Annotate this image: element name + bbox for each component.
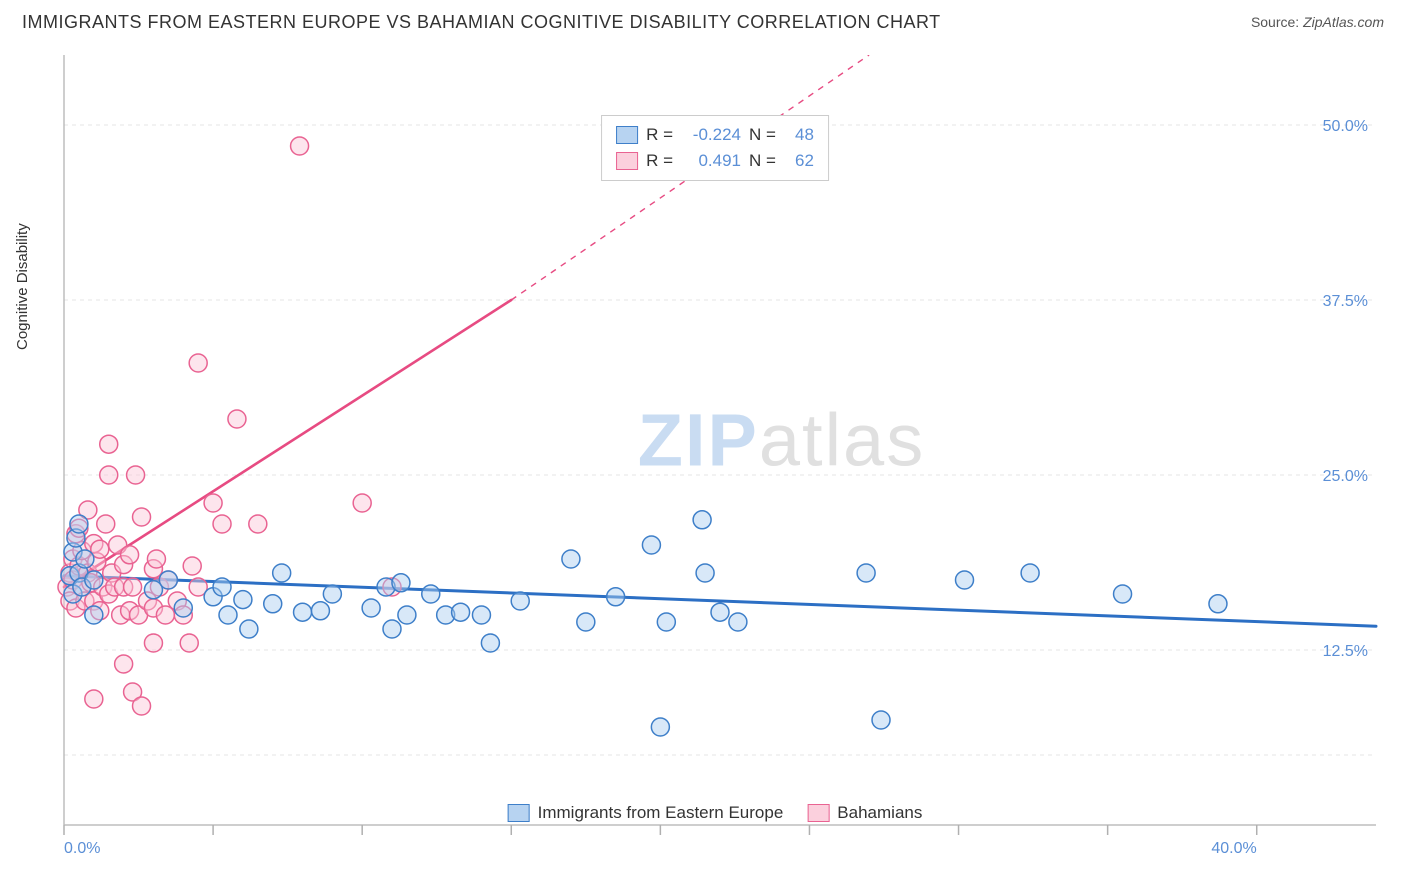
svg-text:37.5%: 37.5% [1323,293,1368,310]
legend-r-value-0: -0.224 [681,125,741,145]
legend-bottom-item-0: Immigrants from Eastern Europe [508,803,784,823]
svg-text:25.0%: 25.0% [1323,468,1368,485]
source-attribution: Source: ZipAtlas.com [1251,14,1384,30]
svg-text:50.0%: 50.0% [1323,118,1368,135]
legend-top-row-0: R = -0.224 N = 48 [616,122,814,148]
legend-swatch-1 [616,152,638,170]
legend-bottom-item-1: Bahamians [807,803,922,823]
legend-top: R = -0.224 N = 48 R = 0.491 N = 62 [601,115,829,181]
svg-text:12.5%: 12.5% [1323,643,1368,660]
legend-r-value-1: 0.491 [681,151,741,171]
legend-n-value-0: 48 [784,125,814,145]
legend-bottom-label-1: Bahamians [837,803,922,823]
legend-bottom-swatch-1 [807,804,829,822]
legend-top-row-1: R = 0.491 N = 62 [616,148,814,174]
legend-bottom: Immigrants from Eastern Europe Bahamians [508,803,923,823]
chart-title: IMMIGRANTS FROM EASTERN EUROPE VS BAHAMI… [22,12,941,33]
header: IMMIGRANTS FROM EASTERN EUROPE VS BAHAMI… [0,0,1406,40]
legend-swatch-0 [616,126,638,144]
legend-n-value-1: 62 [784,151,814,171]
y-axis-label: Cognitive Disability [14,223,31,350]
legend-n-label-1: N = [749,151,776,171]
svg-text:40.0%: 40.0% [1211,840,1256,855]
legend-bottom-swatch-0 [508,804,530,822]
source-label: Source: [1251,14,1303,30]
legend-bottom-label-0: Immigrants from Eastern Europe [538,803,784,823]
svg-text:0.0%: 0.0% [64,840,100,855]
legend-r-label-0: R = [646,125,673,145]
legend-r-label-1: R = [646,151,673,171]
legend-n-label-0: N = [749,125,776,145]
source-value: ZipAtlas.com [1303,14,1384,30]
plot-area: 0.0%40.0%12.5%25.0%37.5%50.0% ZIPatlas R… [50,55,1380,825]
